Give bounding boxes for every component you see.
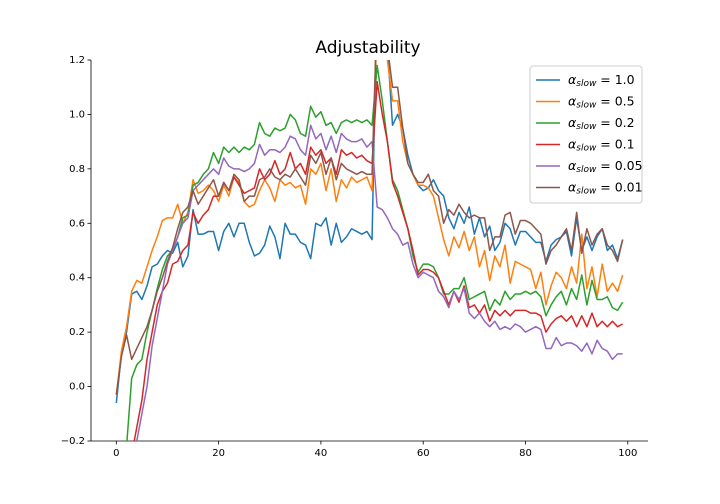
x-tick-label: 20 bbox=[212, 448, 225, 459]
y-tick-label: 0.8 bbox=[69, 164, 85, 175]
legend-label: αslow = 0.1 bbox=[568, 136, 635, 153]
y-tick-label: 1.0 bbox=[69, 109, 85, 120]
series-line bbox=[115, 60, 624, 395]
y-tick-label: 0.6 bbox=[69, 218, 85, 229]
legend-label: αslow = 0.5 bbox=[568, 93, 635, 110]
legend-label: αslow = 0.01 bbox=[568, 179, 643, 196]
y-tick-label: 0.0 bbox=[69, 382, 85, 393]
series-line bbox=[136, 124, 623, 441]
series-line bbox=[115, 60, 624, 395]
x-tick-label: 0 bbox=[113, 448, 119, 459]
legend-box bbox=[529, 65, 643, 204]
series-line bbox=[133, 81, 624, 441]
y-tick-label: 0.2 bbox=[69, 327, 85, 338]
chart-title: Adjustability bbox=[315, 38, 420, 58]
legend-label: αslow = 0.05 bbox=[568, 158, 643, 175]
x-tick-label: 100 bbox=[618, 448, 637, 459]
y-tick-label: −0.2 bbox=[61, 436, 85, 447]
x-tick-label: 40 bbox=[315, 448, 328, 459]
legend-label: αslow = 0.2 bbox=[568, 115, 635, 132]
y-tick-label: 1.2 bbox=[69, 55, 85, 66]
series-line bbox=[126, 64, 624, 441]
legend-label: αslow = 1.0 bbox=[568, 72, 635, 89]
x-tick-label: 80 bbox=[519, 448, 532, 459]
series-line bbox=[115, 60, 624, 403]
x-tick-label: 60 bbox=[417, 448, 430, 459]
y-tick-label: 0.4 bbox=[69, 273, 85, 284]
